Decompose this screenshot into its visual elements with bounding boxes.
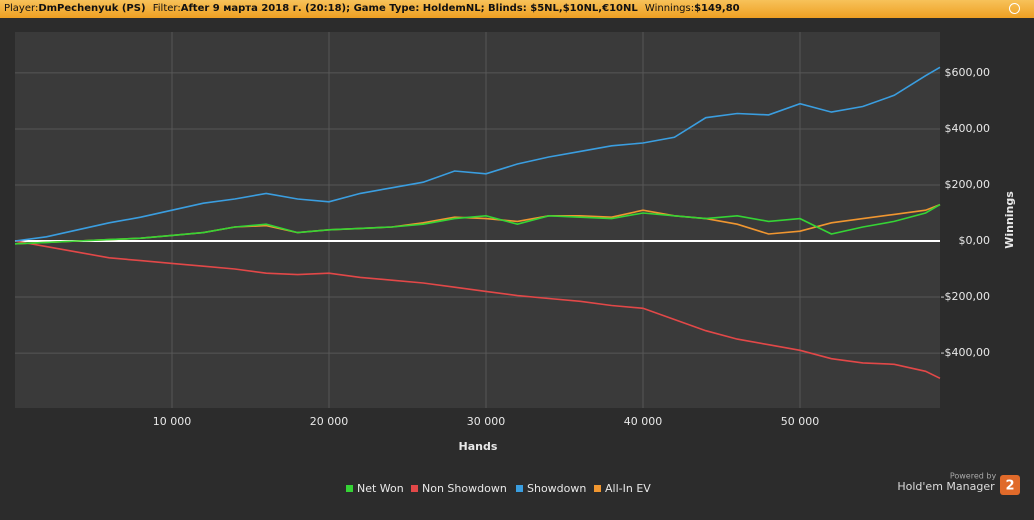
page: Player:DmPechenyuk (PS) Filter:After 9 м…	[0, 0, 1034, 495]
y-tick-label: -$400,00	[941, 346, 990, 359]
winnings: $149,80	[694, 3, 740, 14]
legend-label: Net Won	[357, 482, 404, 495]
series-line	[14, 240, 941, 380]
x-tick-label: 30 000	[467, 415, 506, 428]
chart: Hands Winnings Powered by Hold'em Manage…	[14, 32, 1020, 495]
legend-marker	[346, 485, 353, 492]
legend-label: All-In EV	[605, 482, 651, 495]
version-badge	[1000, 475, 1020, 495]
y-tick-label: $400,00	[945, 122, 991, 135]
x-tick-label: 20 000	[310, 415, 349, 428]
legend-label: Showdown	[527, 482, 586, 495]
legend-marker	[516, 485, 523, 492]
filter-label: Filter:	[152, 3, 181, 14]
product-name: Hold'em Manager	[897, 480, 995, 493]
player-label: Player:	[4, 3, 39, 14]
powered-by: Powered by	[950, 472, 997, 481]
filter: After 9 марта 2018 г. (20:18); Game Type…	[180, 3, 638, 14]
legend-marker	[411, 485, 418, 492]
winnings-label: Winnings:	[644, 3, 695, 14]
y-tick-label: $600,00	[945, 66, 991, 79]
y-tick-label: -$200,00	[941, 290, 990, 303]
y-tick-label: $200,00	[945, 178, 991, 191]
series-line	[14, 66, 941, 242]
x-axis-label: Hands	[459, 440, 498, 453]
y-tick-label: $0,00	[959, 234, 991, 247]
version: 2	[1005, 479, 1014, 494]
y-axis-label: Winnings	[1003, 191, 1016, 249]
player: DmPechenyuk (PS)	[38, 3, 146, 14]
x-tick-label: 50 000	[781, 415, 820, 428]
x-tick-label: 40 000	[624, 415, 663, 428]
close-button[interactable]	[1009, 3, 1020, 14]
series-line	[14, 203, 941, 245]
x-tick-label: 10 000	[153, 415, 192, 428]
header-bar: Player:DmPechenyuk (PS) Filter:After 9 м…	[0, 0, 1034, 18]
legend-marker	[594, 485, 601, 492]
legend-label: Non Showdown	[422, 482, 507, 495]
